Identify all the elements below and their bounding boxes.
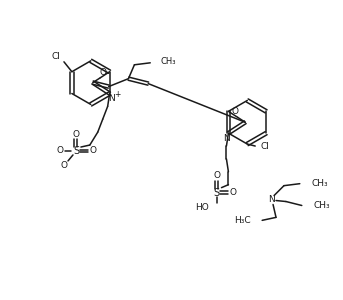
Text: O: O xyxy=(89,146,96,155)
Text: S: S xyxy=(73,146,79,156)
Text: CH₃: CH₃ xyxy=(314,201,330,210)
Text: +: + xyxy=(114,90,121,99)
Text: O: O xyxy=(72,130,80,139)
Text: O: O xyxy=(231,107,238,116)
Text: N: N xyxy=(108,94,115,103)
Text: O: O xyxy=(213,171,220,180)
Text: O: O xyxy=(61,161,68,170)
Text: Cl: Cl xyxy=(261,142,270,151)
Text: N: N xyxy=(223,134,230,142)
Text: N: N xyxy=(268,195,274,204)
Text: O: O xyxy=(57,146,63,155)
Text: CH₃: CH₃ xyxy=(160,57,176,66)
Text: S: S xyxy=(213,188,220,198)
Text: CH₃: CH₃ xyxy=(312,179,328,188)
Text: O: O xyxy=(230,188,237,197)
Text: O: O xyxy=(100,68,107,77)
Text: H₃C: H₃C xyxy=(234,216,250,225)
Text: Cl: Cl xyxy=(51,52,60,62)
Text: HO: HO xyxy=(195,203,209,212)
